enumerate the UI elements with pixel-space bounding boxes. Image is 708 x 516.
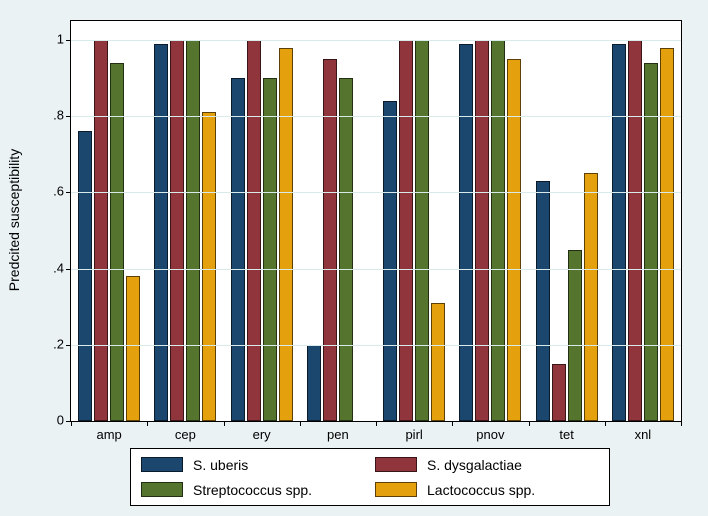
legend-swatch <box>141 457 183 472</box>
bar <box>202 112 216 421</box>
xtick-label: pnov <box>476 427 504 442</box>
bar <box>231 78 245 421</box>
bar <box>307 345 321 421</box>
bar <box>415 40 429 421</box>
ytick-label: .6 <box>34 184 64 199</box>
bar <box>475 40 489 421</box>
bar <box>399 40 413 421</box>
xtick-mark <box>605 421 606 426</box>
y-axis-label: Predcited susceptibility <box>6 149 22 291</box>
bar <box>491 40 505 421</box>
bar <box>383 101 397 421</box>
xtick-mark <box>71 421 72 426</box>
bar <box>459 44 473 421</box>
chart-container: Predcited susceptibility ampceperypenpir… <box>0 0 708 516</box>
ytick-label: 0 <box>34 413 64 428</box>
legend-swatch <box>141 482 183 497</box>
bar <box>628 40 642 421</box>
gridline <box>71 192 681 193</box>
ytick-mark <box>66 40 71 41</box>
legend-label: S. uberis <box>193 457 248 473</box>
bar <box>170 40 184 421</box>
gridline <box>71 116 681 117</box>
xtick-label: amp <box>96 427 121 442</box>
gridline <box>71 40 681 41</box>
xtick-mark <box>529 421 530 426</box>
bar <box>568 250 582 421</box>
bar <box>660 48 674 421</box>
ytick-mark <box>66 345 71 346</box>
xtick-mark <box>147 421 148 426</box>
ytick-label: .2 <box>34 336 64 351</box>
bar <box>323 59 337 421</box>
ytick-mark <box>66 116 71 117</box>
xtick-mark <box>452 421 453 426</box>
bar <box>263 78 277 421</box>
xtick-label: xnl <box>635 427 652 442</box>
bar <box>126 276 140 421</box>
legend-label: S. dysgalactiae <box>427 457 522 473</box>
legend: S. uberis S. dysgalactiae Streptococcus sp… <box>130 448 610 506</box>
legend-item: Streptococcus spp. <box>141 482 365 498</box>
xtick-mark <box>376 421 377 426</box>
bar <box>154 44 168 421</box>
gridline <box>71 269 681 270</box>
bar <box>94 40 108 421</box>
bar <box>552 364 566 421</box>
ytick-label: .4 <box>34 260 64 275</box>
legend-item: S. dysgalactiae <box>375 457 599 473</box>
legend-label: Streptococcus spp. <box>193 482 312 498</box>
bar <box>186 40 200 421</box>
legend-swatch <box>375 457 417 472</box>
bars-layer <box>71 21 681 421</box>
ytick-label: 1 <box>34 32 64 47</box>
bar <box>78 131 92 421</box>
bar <box>584 173 598 421</box>
xtick-mark <box>300 421 301 426</box>
bar <box>339 78 353 421</box>
ytick-mark <box>66 192 71 193</box>
bar <box>279 48 293 421</box>
xtick-mark <box>681 421 682 426</box>
ytick-mark <box>66 269 71 270</box>
plot-area: ampceperypenpirlpnovtetxnl <box>70 20 682 422</box>
xtick-mark <box>224 421 225 426</box>
xtick-label: tet <box>559 427 573 442</box>
xtick-label: cep <box>175 427 196 442</box>
bar <box>507 59 521 421</box>
xtick-label: pen <box>327 427 349 442</box>
xtick-label: ery <box>253 427 271 442</box>
legend-swatch <box>375 482 417 497</box>
bar <box>612 44 626 421</box>
bar <box>431 303 445 421</box>
legend-item: S. uberis <box>141 457 365 473</box>
ytick-label: .8 <box>34 108 64 123</box>
legend-label: Lactococcus spp. <box>427 482 535 498</box>
gridline <box>71 345 681 346</box>
bar <box>536 181 550 421</box>
xtick-label: pirl <box>405 427 422 442</box>
legend-item: Lactococcus spp. <box>375 482 599 498</box>
bar <box>247 40 261 421</box>
